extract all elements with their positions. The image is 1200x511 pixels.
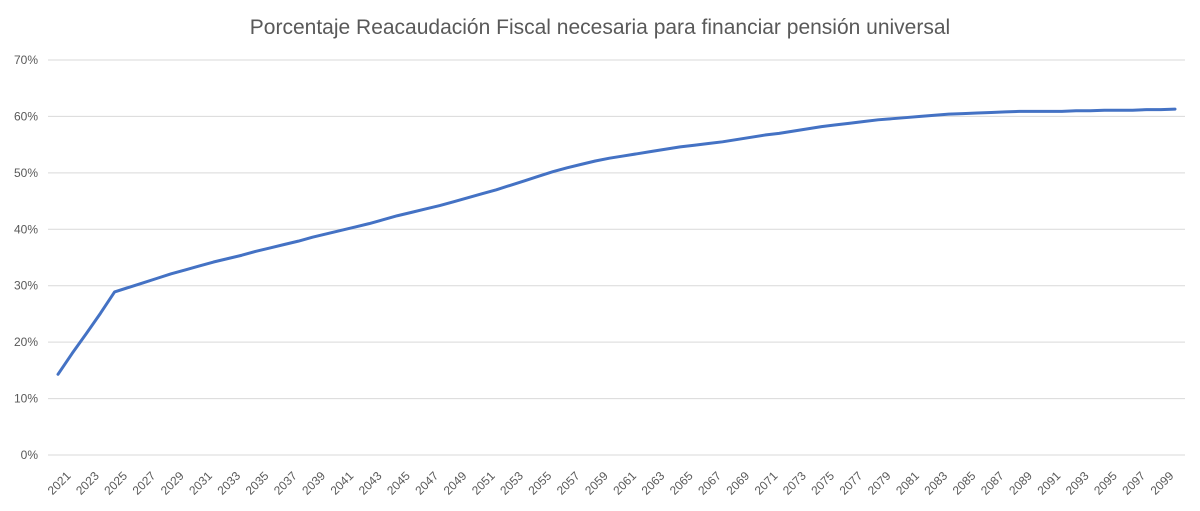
x-tick-label: 2047 [412,469,441,498]
x-tick-label: 2063 [639,469,668,498]
x-tick-label: 2045 [384,469,413,498]
x-tick-label: 2097 [1119,469,1148,498]
x-tick-label: 2041 [328,469,357,498]
x-tick-label: 2093 [1063,469,1092,498]
gridlines [48,59,1185,456]
chart-title: Porcentaje Reacaudación Fiscal necesaria… [250,16,950,39]
y-tick-label: 20% [14,335,38,349]
x-tick-label: 2021 [45,469,74,498]
y-tick-label: 30% [14,279,38,293]
x-tick-label: 2079 [865,469,894,498]
x-tick-label: 2035 [243,469,272,498]
x-tick-label: 2029 [158,469,187,498]
x-tick-label: 2085 [950,469,979,498]
y-tick-label: 0% [21,448,39,462]
y-tick-label: 70% [14,53,38,67]
x-tick-label: 2049 [441,469,470,498]
x-tick-label: 2065 [667,469,696,498]
x-tick-label: 2083 [921,469,950,498]
x-tick-label: 2061 [610,469,639,498]
x-tick-label: 2027 [130,469,159,498]
y-tick-label: 60% [14,109,38,123]
x-tick-label: 2075 [808,469,837,498]
x-tick-label: 2023 [73,469,102,498]
series-line [56,107,1177,376]
y-tick-label: 40% [14,222,38,236]
x-tick-label: 2081 [893,469,922,498]
x-tick-label: 2033 [214,469,243,498]
y-axis-tick-labels: 0% 10% 20% 30% 40% 50% 60% 70% [14,53,38,462]
x-tick-label: 2089 [1006,469,1035,498]
x-tick-label: 2067 [695,469,724,498]
x-tick-label: 2053 [497,469,526,498]
x-tick-label: 2051 [469,469,498,498]
x-tick-label: 2031 [186,469,215,498]
x-tick-label: 2057 [554,469,583,498]
y-tick-label: 50% [14,166,38,180]
x-tick-label: 2025 [101,469,130,498]
y-tick-label: 10% [14,392,38,406]
x-tick-label: 2055 [526,469,555,498]
x-tick-label: 2037 [271,469,300,498]
x-tick-label: 2095 [1091,469,1120,498]
x-tick-label: 2073 [780,469,809,498]
x-tick-label: 2039 [299,469,328,498]
x-axis-tick-labels: 2021 2023 2025 2027 2029 2031 2033 2035 2037 2039… [45,469,1177,498]
x-tick-label: 2077 [837,469,866,498]
x-tick-label: 2071 [752,469,781,498]
x-tick-label: 2069 [723,469,752,498]
x-tick-label: 2091 [1035,469,1064,498]
x-tick-label: 2059 [582,469,611,498]
x-tick-label: 2099 [1148,469,1177,498]
x-tick-label: 2087 [978,469,1007,498]
x-tick-label: 2043 [356,469,385,498]
